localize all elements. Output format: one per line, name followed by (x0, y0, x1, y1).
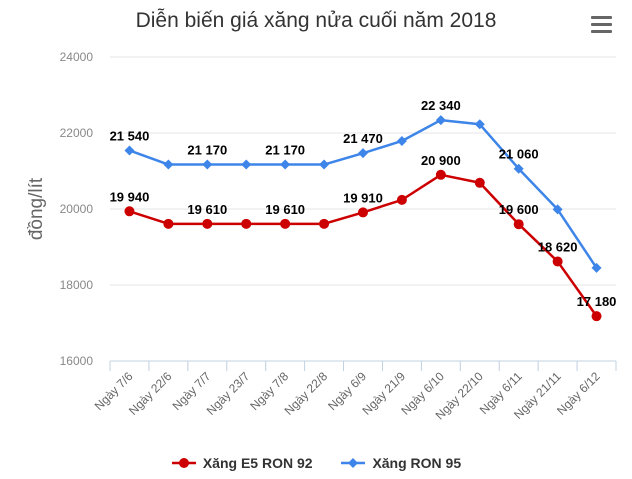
data-point[interactable] (552, 256, 563, 267)
data-point[interactable] (435, 169, 446, 180)
y-axis-label: đồng/lít (26, 177, 47, 240)
legend-item-ron95[interactable]: Xăng RON 95 (340, 455, 461, 471)
data-point[interactable] (513, 163, 524, 174)
data-label: 17 180 (577, 294, 617, 309)
data-point[interactable] (358, 207, 368, 218)
blue-diamond-marker-icon (341, 458, 366, 468)
data-point[interactable] (474, 119, 485, 130)
data-point[interactable] (124, 145, 135, 156)
data-point[interactable] (124, 206, 135, 217)
data-label: 21 170 (187, 143, 227, 158)
data-label: 22 340 (421, 98, 461, 113)
legend-item-e5-ron92[interactable]: Xăng E5 RON 92 (171, 455, 313, 471)
data-point[interactable] (591, 262, 602, 273)
data-label: 19 610 (265, 202, 305, 217)
data-point[interactable] (552, 204, 563, 215)
data-point[interactable] (474, 177, 485, 188)
x-tick-label: Ngày 22/8 (282, 369, 331, 418)
data-label: 20 900 (421, 153, 461, 168)
data-point[interactable] (396, 135, 407, 146)
legend-label: Xăng E5 RON 92 (202, 455, 313, 471)
data-point[interactable] (319, 159, 330, 170)
data-point[interactable] (241, 218, 252, 229)
data-point[interactable] (319, 218, 330, 229)
data-point[interactable] (435, 115, 446, 126)
data-label: 18 620 (538, 239, 578, 254)
data-point[interactable] (163, 218, 174, 229)
x-tick-label: Ngày 23/7 (204, 369, 253, 418)
y-tick-label: 24000 (60, 50, 94, 64)
x-tick-label: Ngày 6/12 (554, 369, 603, 418)
data-label: 19 910 (343, 190, 383, 205)
y-tick-label: 18000 (60, 278, 94, 292)
data-point[interactable] (396, 194, 407, 205)
data-point[interactable] (280, 218, 291, 229)
hamburger-menu-icon[interactable] (589, 13, 615, 37)
y-tick-label: 22000 (60, 126, 94, 140)
legend: Xăng E5 RON 92 Xăng RON 95 (0, 455, 632, 472)
data-label: 21 060 (499, 147, 539, 162)
data-point[interactable] (358, 148, 368, 159)
data-point[interactable] (513, 219, 524, 230)
data-point[interactable] (591, 311, 602, 322)
data-label: 19 940 (110, 189, 150, 204)
data-label: 21 470 (343, 131, 383, 146)
data-label: 21 540 (110, 128, 150, 143)
x-tick-label: Ngày 22/6 (126, 369, 175, 418)
data-label: 19 600 (499, 202, 539, 217)
y-tick-label: 16000 (60, 354, 94, 368)
chart-title: Diễn biến giá xăng nửa cuối năm 2018 (135, 9, 497, 32)
data-point[interactable] (163, 159, 174, 170)
data-label: 21 170 (265, 143, 305, 158)
y-tick-label: 20000 (60, 202, 94, 216)
data-label: 19 610 (187, 202, 227, 217)
data-point[interactable] (241, 159, 252, 170)
data-point[interactable] (202, 218, 213, 229)
legend-label: Xăng RON 95 (372, 455, 462, 471)
red-circle-marker-icon (171, 458, 196, 468)
data-point[interactable] (280, 159, 291, 170)
data-point[interactable] (202, 159, 213, 170)
